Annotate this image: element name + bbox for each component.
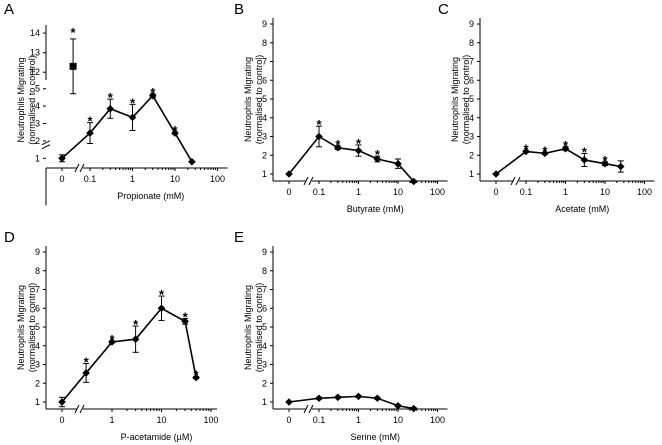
panel-d-data-point-significance-star: * — [133, 317, 139, 332]
panel-a-label: A — [4, 1, 14, 18]
panel-b-data-point-significance-star: * — [316, 117, 322, 132]
panel-e-data-point-marker — [374, 394, 382, 402]
panel-c-data-point-significance-star: * — [542, 143, 548, 158]
panel-c-x-tick-label: 10 — [600, 187, 610, 197]
panel-c-x-tick-label: 0 — [493, 187, 498, 197]
panel-c-data-point-marker — [617, 163, 625, 171]
panel-b-x-axis-label: Butyrate (mM) — [347, 204, 404, 214]
panel-b-x-tick-label: 1 — [356, 187, 361, 197]
panel-a-x-tick-label: 10 — [170, 174, 180, 184]
panel-b-data-point-significance-star: * — [356, 136, 362, 151]
panel-b-y-tick-label: 2 — [262, 150, 267, 160]
panel-e-x-tick-label: 1 — [356, 415, 361, 425]
panel-d-series-line — [62, 308, 196, 402]
panel-d-x-tick-label: 100 — [203, 415, 218, 425]
panel-e: E 1234567890 0.1 1 10 100Serine (mM)Neutroph… — [234, 229, 448, 442]
panel-e-data-point-marker — [355, 393, 363, 401]
panel-a-x-tick-label: 0.1 — [84, 174, 97, 184]
panel-e-x-axis-label: Serine (mM) — [350, 432, 400, 442]
panel-b-y-tick-label: 9 — [262, 19, 267, 29]
panel-c-data-point-significance-star: * — [523, 142, 529, 157]
panel-a-x-tick-label: 100 — [210, 174, 225, 184]
panel-e-control-point-marker — [285, 398, 293, 406]
panel-e-data-point-marker — [394, 402, 402, 410]
panel-a-data-point-marker — [188, 158, 196, 166]
panel-a-data-point-significance-star: * — [130, 95, 136, 110]
panel-c-y-axis-label-line: (normalised to control) — [461, 55, 471, 145]
panel-c-y-tick-label: 1 — [469, 169, 474, 179]
panel-a-y-axis-label: Neutrophils Migrating(normalised to cont… — [16, 55, 37, 145]
panel-d-y-axis-label-line: Neutrophils Migrating — [16, 285, 26, 370]
panel-a-data-point-significance-star: * — [108, 90, 114, 105]
panel-b: B 1 2 3 4 5 6 7 8 9 0 0.1 1 10 100 Butyrate (mM) Neutro… — [234, 1, 448, 214]
panel-b-x-tick-label: 0.1 — [313, 187, 326, 197]
panel-c-y-axis-label-line: Neutrophils Migrating — [450, 57, 460, 142]
panel-d-y-tick-label: 2 — [35, 378, 40, 388]
panel-c-y-tick-label: 8 — [469, 38, 474, 48]
panel-e-x-tick-label: 10 — [393, 415, 403, 425]
panel-a-y-axis-label-line: Neutrophils Migrating — [16, 57, 26, 142]
panel-b-y-axis-label: Neutrophils Migrating(normalised to cont… — [243, 55, 264, 145]
panel-e-y-tick-label: 9 — [262, 247, 267, 257]
panel-a-outlier-significance-star: * — [71, 25, 77, 40]
panel-c-x-tick-label: 1 — [563, 187, 568, 197]
panel-c-label: C — [438, 1, 449, 18]
panel-e-y-axis-label-line: Neutrophils Migrating — [243, 285, 253, 370]
panel-b-x-tick-label: 0 — [286, 187, 291, 197]
panel-e-label: E — [234, 229, 244, 246]
panel-d-x-tick-label: 1 — [109, 415, 114, 425]
panel-c-x-axis-label: Acetate (mM) — [555, 204, 609, 214]
panel-d-data-point-significance-star: * — [194, 368, 200, 383]
panel-e-data-point-marker — [315, 394, 323, 402]
panel-a-y-break-mark — [42, 145, 50, 149]
panel-c: C 1234567890 0.1 1 10 100Acetate (mM)Neutrop… — [438, 1, 655, 214]
panel-c-y-axis-label: Neutrophils Migrating(normalised to cont… — [450, 55, 471, 145]
panel-d-y-tick-label: 8 — [35, 266, 40, 276]
panel-e-y-tick-label: 1 — [262, 397, 267, 407]
panel-d-x-axis-label: P-acetamide (µM) — [121, 432, 193, 442]
figure-canvas: A 123451213140 0.1 1 10 100Propionate (mM)Ne… — [0, 0, 662, 445]
panel-e-x-tick-label: 100 — [430, 415, 445, 425]
panel-b-y-tick-label: 8 — [262, 38, 267, 48]
panel-b-y-tick-label: 1 — [262, 169, 267, 179]
panel-a-y-axis-label-line: (normalised to control) — [27, 55, 37, 145]
panel-c-x-tick-label: 100 — [637, 187, 652, 197]
panel-d: D 1 2 3 4 5 6 7 8 9 0 1 10 100 P-acetamide (µM) Neutro… — [4, 229, 219, 442]
panel-d-x-tick-label: 10 — [156, 415, 166, 425]
panel-e-data-point-marker — [410, 405, 418, 413]
panel-d-y-axis-label: Neutrophils Migrating(normalised to cont… — [16, 283, 37, 373]
panel-a-x-axis-label: Propionate (mM) — [117, 191, 184, 201]
panel-c-y-tick-label: 9 — [469, 19, 474, 29]
panel-c-x-tick-label: 0.1 — [520, 187, 533, 197]
panel-d-y-tick-label: 9 — [35, 247, 40, 257]
panel-b-y-axis-label-line: Neutrophils Migrating — [243, 57, 253, 142]
panel-a-y-tick-label: 1 — [35, 153, 40, 163]
panel-d-data-point-significance-star: * — [159, 287, 165, 302]
panel-e-data-point-marker — [334, 394, 342, 402]
panel-c-data-point-significance-star: * — [582, 144, 588, 159]
panel-d-data-point-significance-star: * — [84, 355, 90, 370]
panel-e-y-tick-label: 2 — [262, 378, 267, 388]
panel-e-y-axis-label-line: (normalised to control) — [254, 283, 264, 373]
panel-a-data-point-significance-star: * — [87, 114, 93, 129]
panel-a-x-tick-label: 0 — [59, 174, 64, 184]
panel-b-y-axis-label-line: (normalised to control) — [254, 55, 264, 145]
panel-a-outlier-marker — [70, 63, 77, 70]
panel-d-data-point-significance-star: * — [109, 332, 115, 347]
panel-a-x-tick-label: 1 — [130, 174, 135, 184]
panel-e-y-axis-label: Neutrophils Migrating(normalised to cont… — [243, 283, 264, 373]
panel-a-y-tick-label: 14 — [30, 28, 40, 38]
panel-d-y-axis-label-line: (normalised to control) — [27, 283, 37, 373]
panel-e-y-tick-label: 8 — [262, 266, 267, 276]
panel-e-x-tick-label: 0 — [286, 415, 291, 425]
panel-b-x-tick-label: 10 — [393, 187, 403, 197]
panel-d-label: D — [4, 229, 15, 246]
panel-d-y-tick-label: 1 — [35, 397, 40, 407]
panel-b-x-tick-label: 100 — [430, 187, 445, 197]
panel-e-x-tick-label: 0.1 — [313, 415, 326, 425]
panel-c-y-tick-label: 2 — [469, 150, 474, 160]
panel-d-x-tick-label: 0 — [59, 415, 64, 425]
panel-b-label: B — [234, 1, 244, 18]
